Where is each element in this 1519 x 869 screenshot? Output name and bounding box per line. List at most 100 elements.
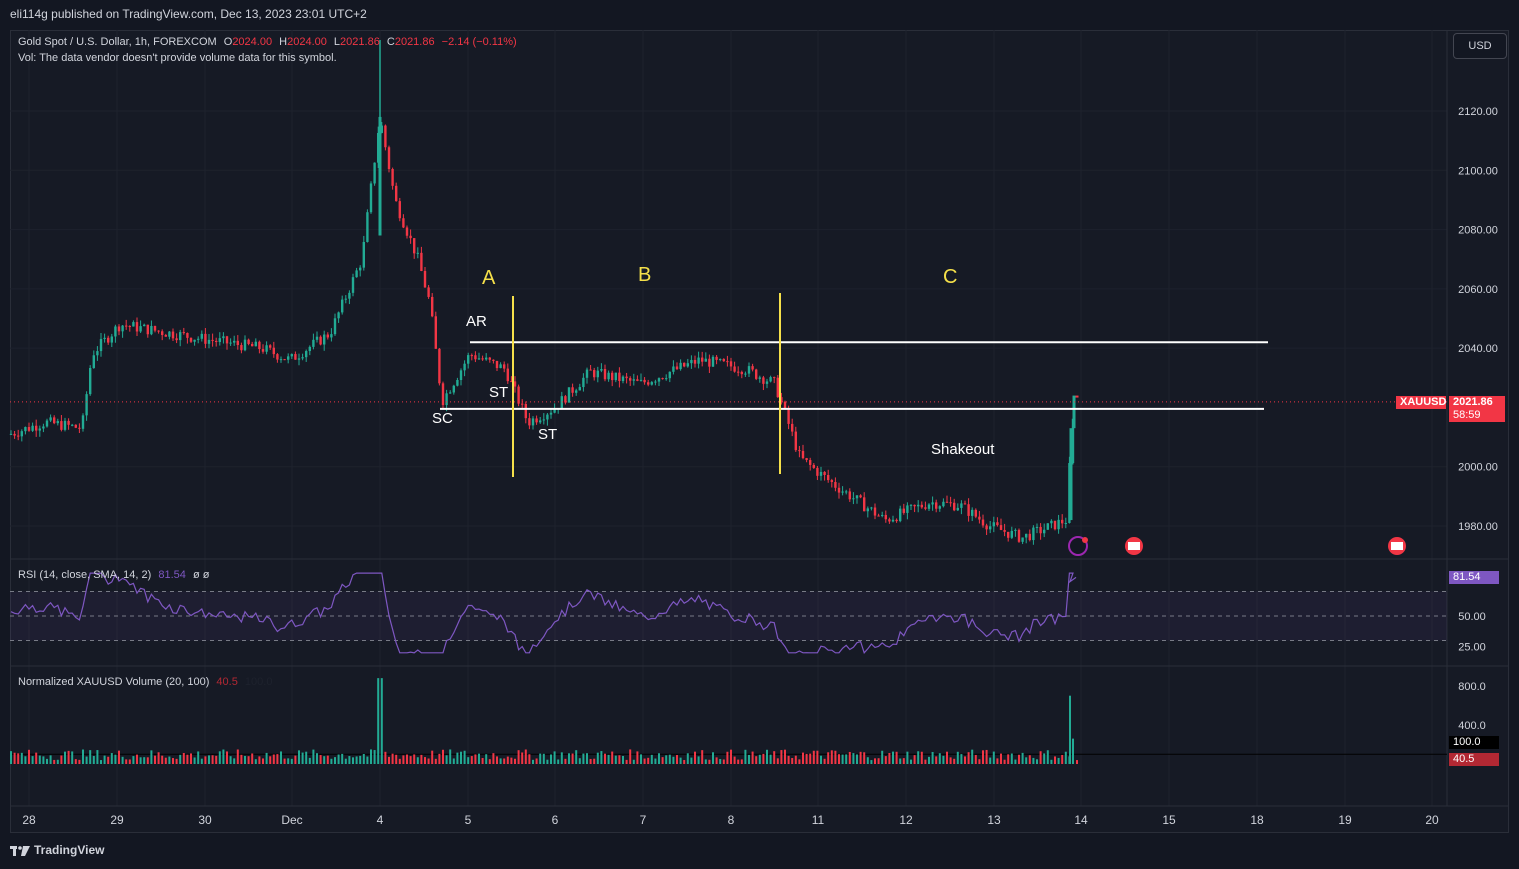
volume-bar-39 [150,750,153,764]
candle-body-76 [283,359,286,361]
volume-bar-183 [668,754,671,764]
tradingview-footer[interactable]: TradingView [10,843,104,857]
volume-bar-140 [514,758,516,764]
candle-body-60 [225,336,229,344]
rally-candle-1 [1069,428,1073,521]
chart-frame[interactable] [10,30,1509,833]
candle-body-9 [42,426,45,429]
rsi-tick-1: 25.00 [1458,642,1486,654]
countdown-tag: 58:59 [1449,409,1505,422]
volume-bar-32 [125,759,128,764]
candle-body-103 [380,125,383,133]
volume-bar-52 [197,751,200,764]
candle-body-138 [506,368,509,382]
volume-bar-89 [330,758,333,764]
candle-body-293 [1064,522,1067,524]
candle-body-252 [917,504,920,507]
volume-bar-281 [1021,752,1024,764]
volume-bar-157 [575,750,578,764]
candle-body-289 [1050,520,1053,524]
volume-bar-283 [1028,755,1031,764]
candle-body-94 [348,292,351,299]
candle-body-67 [251,343,254,347]
volume-bar-79 [294,755,297,764]
volume-bar-102 [377,678,380,764]
candle-body-66 [247,339,250,344]
candle-body-259 [942,501,945,507]
volume-bar-189 [690,757,693,764]
volume-legend[interactable]: Normalized XAUUSD Volume (20, 100) 40.5 … [18,676,272,688]
candle-body-243 [884,514,887,520]
candle-body-209 [762,377,765,384]
volume-bar-256 [931,751,934,764]
volume-bar-229 [834,750,837,764]
volume-bar-rally-2 [1072,738,1074,764]
volume-bar-172 [629,749,632,764]
volume-bar-82 [305,751,308,764]
volume-bar-206 [751,751,754,764]
volume-bar-78 [290,758,293,764]
volume-bar-62 [233,758,236,764]
candle-body-33 [128,326,131,328]
candle-body-50 [189,337,193,342]
symbol-legend[interactable]: Gold Spot / U.S. Dollar, 1h, FOREXCOM O2… [18,36,517,48]
open-label: O [223,36,233,48]
candle-body-234 [852,498,855,500]
event-alert-dot [1082,537,1088,543]
candle-body-182 [665,378,668,380]
volume-bar-21 [85,756,88,764]
high-label: H [279,36,288,48]
candle-body-241 [877,515,880,517]
candle-body-99 [366,212,369,242]
candle-body-113 [416,252,419,254]
volume-bar-232 [845,754,848,764]
rsi-pane: 50.00 25.00 [10,572,1486,654]
volume-tick-1: 400.0 [1458,720,1486,732]
candle-body-143 [524,403,527,419]
currency-button[interactable]: USD [1453,33,1507,59]
volume-bar-44 [168,756,171,764]
volume-bar-10 [46,758,48,764]
candle-body-91 [337,312,340,319]
candle-body-104 [384,125,387,148]
volume-bar-83 [308,757,311,764]
time-axis: 28 29 30 Dec 4 5 6 7 8 11 12 13 14 15 18 19 20 [22,813,1439,827]
candle-body-292 [1061,519,1064,524]
volume-bar-225 [820,755,822,764]
volume-bar-282 [1025,757,1028,764]
rsi-legend-value: 81.54 [158,569,186,581]
volume-bar-197 [719,759,722,764]
volume-bar-121 [445,755,448,764]
volume-bar-136 [499,758,502,764]
volume-bar-237 [863,752,866,764]
volume-bar-194 [708,759,711,764]
candle-body-221 [805,458,808,461]
volume-bar-147 [539,753,542,764]
volume-bar-210 [766,749,768,764]
volume-bar-275 [1000,753,1002,764]
candle-body-283 [1028,533,1031,541]
phase-b-label: B [638,264,652,286]
volume-bar-53 [200,758,203,764]
volume-bar-205 [748,754,750,764]
candle-body-117 [431,296,434,317]
candle-body-273 [992,522,995,527]
low-label: L [333,36,341,48]
candle-body-264 [960,503,963,508]
volume-bar-48 [182,752,185,764]
st-label-1: ST [489,384,509,401]
candle-body-90 [333,318,337,335]
candle-body-115 [423,270,427,288]
candle-body-150 [549,412,553,415]
volume-bar-4 [24,756,27,764]
volume-bar-56 [211,755,214,764]
volume-legend-v1: 40.5 [216,676,238,688]
volume-bar-80 [298,750,300,764]
volume-bar-182 [665,755,668,764]
candle-body-194 [708,358,711,367]
volume-bar-280 [1018,754,1020,764]
volume-bar-105 [388,756,390,764]
volume-bar-116 [427,758,430,764]
rsi-legend[interactable]: RSI (14, close, SMA, 14, 2) 81.54 ø ø [18,569,209,581]
